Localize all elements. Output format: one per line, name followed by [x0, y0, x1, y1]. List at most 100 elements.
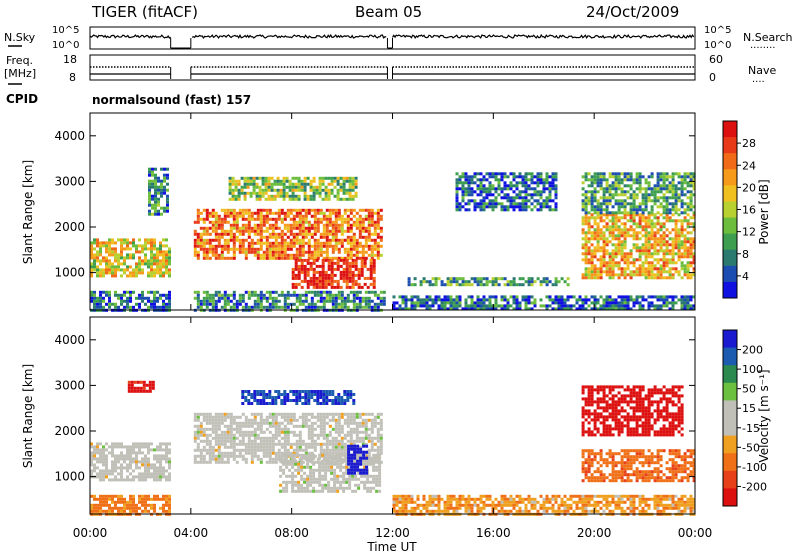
power-cell: [605, 301, 609, 305]
power-cell: [686, 255, 690, 259]
power-cell: [674, 270, 678, 274]
power-cell: [358, 296, 362, 300]
power-cell: [617, 181, 621, 185]
power-cell: [596, 243, 600, 247]
power-cell: [419, 304, 423, 308]
power-cell: [521, 184, 525, 188]
power-cell: [265, 238, 269, 242]
power-cell: [605, 252, 609, 256]
power-cell: [587, 249, 591, 253]
power-cell: [369, 264, 373, 268]
power-cell: [467, 187, 471, 191]
power-cell: [162, 259, 165, 263]
power-cell: [322, 235, 326, 239]
power-cell: [467, 193, 471, 197]
power-cell: [283, 247, 287, 251]
power-cell: [232, 247, 236, 251]
power-cell: [506, 298, 510, 302]
power-cell: [614, 178, 618, 182]
power-cell: [108, 296, 111, 300]
vel-cell: [358, 421, 362, 425]
vel-cell: [322, 433, 326, 437]
power-cell: [659, 172, 663, 176]
power-cell: [376, 293, 380, 297]
power-cell: [321, 182, 325, 186]
power-cell: [355, 223, 359, 227]
power-cell: [340, 241, 344, 245]
power-cell: [346, 305, 350, 309]
power-cell: [360, 267, 364, 271]
power-cell: [283, 253, 287, 257]
power-cell: [416, 301, 420, 305]
power-cell: [312, 176, 316, 180]
vel-cell: [132, 500, 135, 504]
power-cell: [524, 184, 528, 188]
power-cell: [351, 273, 355, 277]
vel-cell: [193, 460, 197, 464]
vel-cell: [196, 430, 200, 434]
power-cell: [220, 250, 224, 254]
power-cell: [428, 298, 432, 302]
power-cell: [150, 299, 153, 303]
power-cell: [611, 252, 615, 256]
noise-series: [89, 33, 695, 49]
vel-cell: [229, 424, 233, 428]
power-cell: [545, 304, 549, 308]
power-cell: [211, 293, 215, 297]
power-cell: [154, 185, 157, 189]
power-cell: [241, 293, 245, 297]
power-cell: [671, 295, 675, 299]
power-cell: [303, 264, 307, 268]
power-cell: [644, 276, 648, 280]
power-cell: [243, 197, 247, 201]
power-cell: [334, 256, 338, 260]
vel-cell: [226, 424, 230, 428]
power-cell: [608, 298, 612, 302]
power-cell: [692, 252, 696, 256]
power-cell: [123, 268, 126, 272]
power-cell: [96, 241, 99, 245]
vel-cell: [253, 451, 257, 455]
vel-cell: [247, 424, 251, 428]
power-cell: [560, 307, 564, 311]
vel-cell: [129, 457, 132, 461]
vel-cell: [108, 472, 111, 476]
vel-cell: [129, 460, 132, 464]
power-cell: [599, 234, 603, 238]
power-cell: [644, 246, 648, 250]
power-cell: [105, 268, 108, 272]
vel-cell: [208, 433, 212, 437]
power-cell: [345, 191, 349, 195]
power-cell: [163, 188, 166, 192]
power-cell: [683, 181, 687, 185]
vel-cell: [120, 454, 123, 458]
power-cell: [228, 197, 232, 201]
vel-cell: [295, 433, 299, 437]
power-cell: [214, 302, 218, 306]
power-cell: [354, 176, 358, 180]
power-cell: [689, 172, 693, 176]
vel-cell: [271, 451, 275, 455]
power-cell: [196, 241, 200, 245]
vel-cell: [141, 500, 144, 504]
power-cell: [683, 264, 687, 268]
power-cell: [321, 282, 325, 286]
power-cell: [93, 302, 96, 306]
vel-cell: [111, 454, 114, 458]
power-cell: [286, 290, 290, 294]
power-cell: [632, 273, 636, 277]
power-cell: [277, 208, 281, 212]
power-cell: [581, 273, 585, 277]
vel-cell: [105, 463, 108, 467]
power-cell: [319, 220, 323, 224]
power-cell: [114, 259, 117, 263]
power-cell: [331, 226, 335, 230]
power-cell: [376, 256, 380, 260]
vel-cell: [168, 463, 171, 467]
vel-cell: [253, 430, 257, 434]
vel-cell: [364, 454, 368, 458]
vel-cell: [226, 460, 230, 464]
power-cell: [349, 253, 353, 257]
vel-cell: [117, 509, 120, 513]
power-cell: [364, 241, 368, 245]
